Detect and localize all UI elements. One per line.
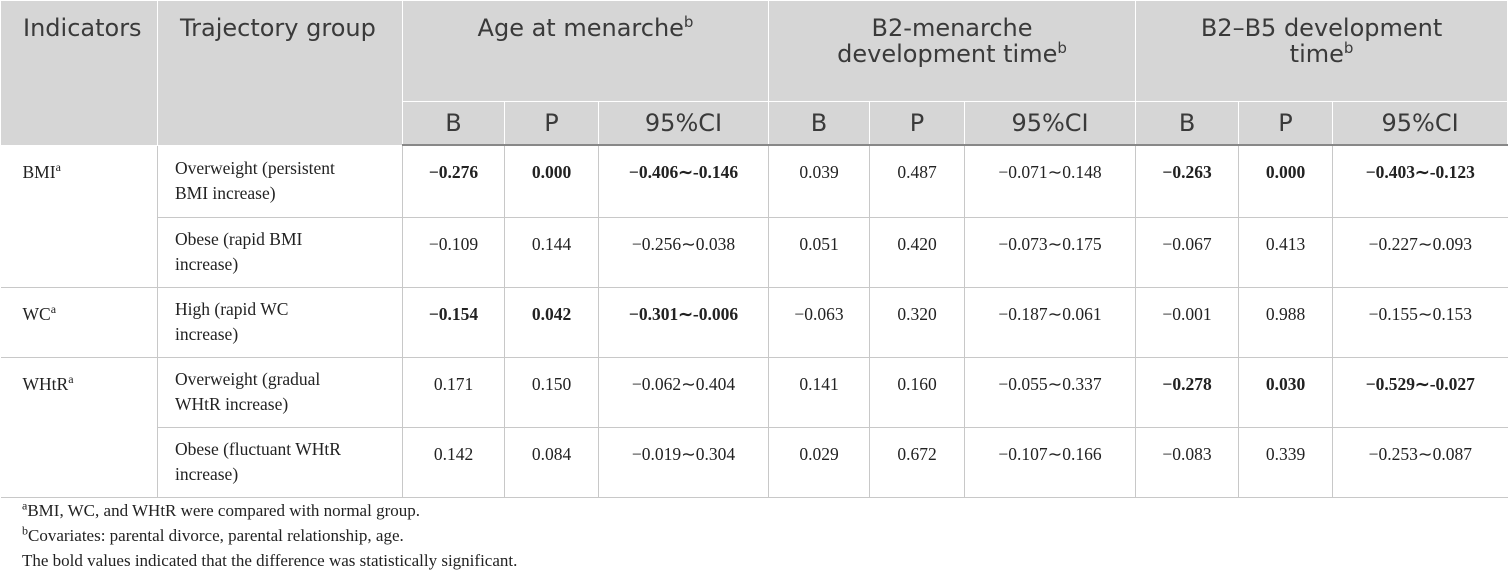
value-cell: −0.001	[1135, 286, 1240, 358]
value-cell: 0.030	[1238, 356, 1334, 428]
value-cell: −0.406∼-0.146	[597, 144, 770, 218]
subheader-cell: P	[1238, 101, 1334, 146]
value-cell: 0.160	[869, 356, 966, 428]
value-cell: 0.150	[504, 356, 599, 428]
value-cell: 0.672	[869, 426, 966, 498]
value-cell: −0.253∼0.087	[1332, 426, 1508, 498]
value-cell: 0.420	[869, 216, 966, 288]
trajectory-group-cell: High (rapid WC increase)	[157, 286, 403, 358]
subheader-cell: P	[869, 101, 966, 146]
value-cell: 0.051	[768, 216, 871, 288]
value-cell: −0.227∼0.093	[1332, 216, 1508, 288]
value-cell: −0.063	[768, 286, 871, 358]
subheader-cell: 95%CI	[597, 101, 770, 146]
header-trajectory-group: Trajectory group	[157, 0, 403, 146]
value-cell: 0.487	[869, 144, 966, 218]
footnote-b: bCovariates: parental divorce, parental …	[22, 523, 404, 545]
value-cell: 0.413	[1238, 216, 1334, 288]
value-cell: −0.073∼0.175	[964, 216, 1137, 288]
value-cell: −0.256∼0.038	[597, 216, 770, 288]
table-row: Obese (rapid BMI increase) −0.109 0.144 −0.2…	[1, 216, 1508, 288]
header-indicators: Indicators	[0, 0, 158, 146]
table-row: WHtRa Overweight (gradual WHtR increase) 0.…	[0, 356, 1508, 498]
table-header: Indicators Trajectory group Age at menar…	[0, 0, 1508, 146]
header-b2-menarche-time: B2-menarche development timeb	[768, 0, 1137, 102]
value-cell: −0.278	[1135, 356, 1240, 428]
value-cell: 0.000	[1238, 144, 1334, 218]
value-cell: 0.000	[504, 144, 599, 218]
value-cell: −0.263	[1135, 144, 1240, 218]
trajectory-group-cell: Overweight (gradual WHtR increase)	[157, 356, 403, 428]
value-cell: −0.055∼0.337	[964, 356, 1137, 428]
value-cell: −0.187∼0.061	[964, 286, 1137, 358]
trajectory-group-cell: Obese (fluctuant WHtR increase)	[157, 426, 403, 498]
value-cell: 0.339	[1238, 426, 1334, 498]
trajectory-group-cell: Overweight (persistent BMI increase)	[157, 144, 403, 218]
value-cell: −0.071∼0.148	[964, 144, 1137, 218]
value-cell: 0.171	[402, 356, 505, 428]
value-cell: −0.107∼0.166	[964, 426, 1137, 498]
value-cell: −0.155∼0.153	[1332, 286, 1508, 358]
subheader-cell: B	[402, 101, 505, 146]
value-cell: −0.109	[402, 216, 505, 288]
value-cell: −0.083	[1135, 426, 1240, 498]
value-cell: −0.067	[1135, 216, 1240, 288]
value-cell: −0.301∼-0.006	[597, 286, 770, 358]
subheader-cell: 95%CI	[964, 101, 1137, 146]
subheader-cell: 95%CI	[1332, 101, 1508, 146]
value-cell: −0.062∼0.404	[597, 356, 770, 428]
indicator-cell: BMIa	[0, 144, 158, 288]
table-row: WCa High (rapid WC increase) −0.154 0.042 −0.…	[0, 286, 1508, 358]
subheader-cell: P	[504, 101, 599, 146]
subheader-cell: B	[1135, 101, 1240, 146]
header-age-at-menarche: Age at menarcheb	[401, 0, 770, 102]
trajectory-group-cell: Obese (rapid BMI increase)	[157, 216, 403, 288]
indicator-cell: WCa	[0, 286, 158, 358]
value-cell: 0.988	[1238, 286, 1334, 358]
table-body: BMIa Overweight (persistent BMI increase) −…	[0, 144, 1508, 498]
value-cell: 0.142	[402, 426, 505, 498]
footnote-bold: The bold values indicated that the diffe…	[22, 551, 518, 570]
value-cell: 0.144	[504, 216, 599, 288]
value-cell: −0.529∼-0.027	[1332, 356, 1508, 428]
indicator-cell: WHtRa	[0, 356, 158, 498]
value-cell: 0.141	[768, 356, 871, 428]
table-row: BMIa Overweight (persistent BMI increase) −…	[0, 144, 1508, 288]
value-cell: −0.019∼0.304	[597, 426, 770, 498]
value-cell: −0.276	[402, 144, 505, 218]
header-b2-b5-time: B2–B5 development timeb	[1135, 0, 1508, 102]
subheader-cell: B	[768, 101, 871, 146]
footnote-a: aBMI, WC, and WHtR were compared with no…	[22, 498, 420, 520]
value-cell: 0.084	[504, 426, 599, 498]
value-cell: 0.320	[869, 286, 966, 358]
value-cell: 0.039	[768, 144, 871, 218]
table-footnotes: aBMI, WC, and WHtR were compared with no…	[22, 498, 517, 573]
value-cell: 0.029	[768, 426, 871, 498]
results-table: Indicators Trajectory group Age at menar…	[0, 0, 1508, 498]
value-cell: −0.154	[402, 286, 505, 358]
value-cell: 0.042	[504, 286, 599, 358]
table-row: Obese (fluctuant WHtR increase) 0.142 0.084…	[1, 426, 1508, 498]
value-cell: −0.403∼-0.123	[1332, 144, 1508, 218]
